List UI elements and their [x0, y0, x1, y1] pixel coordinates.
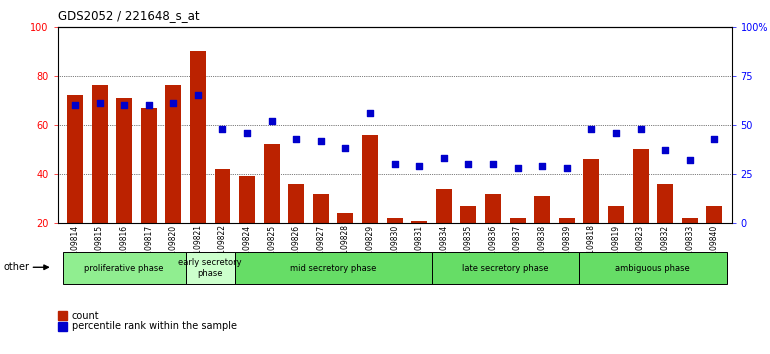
- Bar: [657, 184, 673, 272]
- Bar: [485, 194, 501, 272]
- Text: other: other: [4, 262, 30, 272]
- Bar: [337, 213, 353, 272]
- Point: [315, 138, 327, 143]
- Bar: [166, 85, 181, 272]
- Bar: [411, 221, 427, 272]
- Bar: [681, 218, 698, 272]
- Bar: [288, 184, 304, 272]
- FancyBboxPatch shape: [431, 252, 579, 284]
- Bar: [608, 206, 624, 272]
- Bar: [67, 95, 83, 272]
- Point: [536, 163, 548, 169]
- FancyBboxPatch shape: [235, 252, 431, 284]
- Text: ambiguous phase: ambiguous phase: [615, 264, 690, 273]
- Point: [610, 130, 622, 136]
- Point: [487, 161, 499, 167]
- Bar: [706, 206, 722, 272]
- Bar: [239, 176, 255, 272]
- Bar: [460, 206, 477, 272]
- Bar: [313, 194, 329, 272]
- Bar: [215, 169, 230, 272]
- Point: [118, 102, 130, 108]
- Bar: [632, 149, 648, 272]
- Text: proliferative phase: proliferative phase: [85, 264, 164, 273]
- Bar: [92, 85, 108, 272]
- FancyBboxPatch shape: [186, 252, 235, 284]
- Bar: [559, 218, 574, 272]
- Bar: [534, 196, 550, 272]
- FancyBboxPatch shape: [579, 252, 727, 284]
- Point: [290, 136, 303, 141]
- Point: [708, 136, 721, 141]
- Bar: [436, 189, 452, 272]
- Point: [167, 100, 179, 106]
- Text: GDS2052 / 221648_s_at: GDS2052 / 221648_s_at: [58, 9, 199, 22]
- Bar: [387, 218, 403, 272]
- Point: [585, 126, 598, 132]
- Point: [69, 102, 81, 108]
- Point: [266, 118, 278, 124]
- Point: [684, 157, 696, 163]
- Bar: [362, 135, 378, 272]
- Bar: [510, 218, 526, 272]
- Point: [241, 130, 253, 136]
- Point: [364, 110, 377, 116]
- Point: [413, 163, 425, 169]
- Point: [142, 102, 155, 108]
- Text: late secretory phase: late secretory phase: [462, 264, 548, 273]
- Point: [634, 126, 647, 132]
- Point: [93, 100, 105, 106]
- Text: early secretory
phase: early secretory phase: [179, 258, 242, 278]
- Point: [437, 155, 450, 161]
- Point: [511, 165, 524, 171]
- Text: mid secretory phase: mid secretory phase: [290, 264, 377, 273]
- Text: count: count: [72, 311, 99, 321]
- Bar: [116, 98, 132, 272]
- Bar: [263, 144, 280, 272]
- Point: [388, 161, 400, 167]
- Point: [561, 165, 573, 171]
- FancyBboxPatch shape: [62, 252, 186, 284]
- Point: [192, 92, 204, 98]
- Bar: [584, 159, 599, 272]
- Bar: [141, 108, 157, 272]
- Bar: [190, 51, 206, 272]
- Point: [659, 148, 671, 153]
- Point: [216, 126, 229, 132]
- Point: [462, 161, 474, 167]
- Point: [340, 145, 352, 151]
- Text: percentile rank within the sample: percentile rank within the sample: [72, 321, 236, 331]
